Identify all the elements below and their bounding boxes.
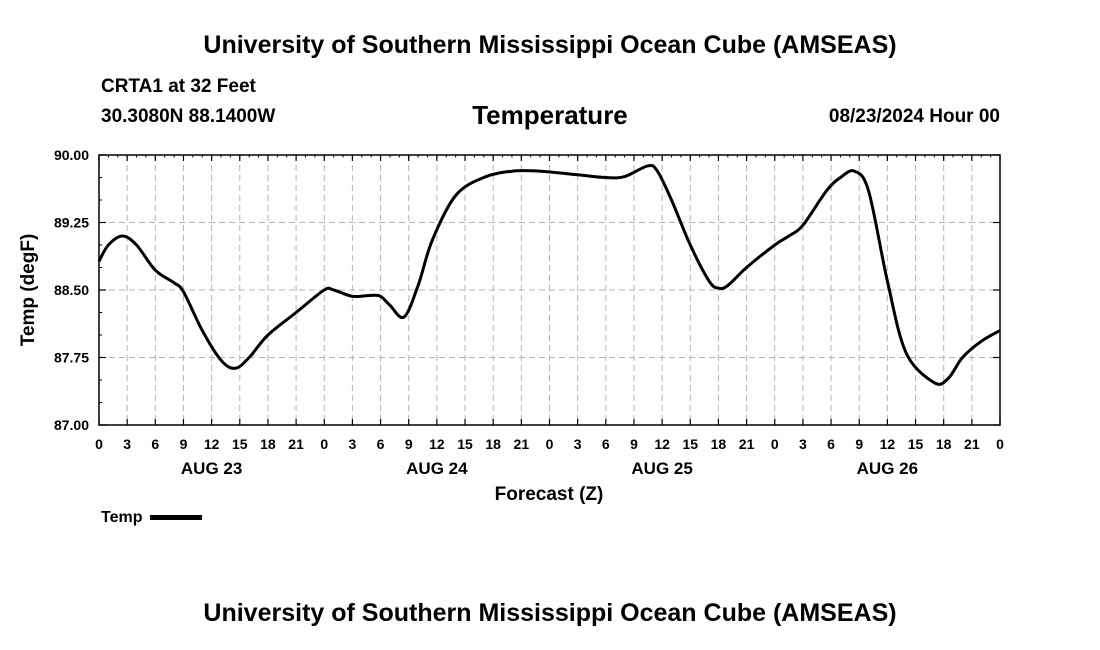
x-tick-label: 9: [630, 436, 638, 452]
x-tick-label: 18: [936, 436, 952, 452]
day-label: AUG 24: [406, 459, 468, 478]
x-tick-label: 9: [405, 436, 413, 452]
variable-title: Temperature: [472, 100, 628, 130]
day-label: AUG 25: [631, 459, 692, 478]
x-tick-label: 12: [654, 436, 670, 452]
x-tick-label: 3: [123, 436, 131, 452]
x-tick-label: 6: [602, 436, 610, 452]
day-label: AUG 26: [857, 459, 918, 478]
x-tick-label: 21: [288, 436, 304, 452]
x-tick-label: 3: [349, 436, 357, 452]
y-tick-label: 87.75: [54, 350, 89, 366]
x-axis-title: Forecast (Z): [495, 484, 604, 505]
x-tick-label: 0: [95, 436, 103, 452]
x-tick-label: 18: [260, 436, 276, 452]
x-tick-label: 15: [908, 436, 924, 452]
x-tick-label: 9: [180, 436, 188, 452]
y-tick-label: 88.50: [54, 282, 89, 298]
x-tick-label: 18: [711, 436, 727, 452]
x-tick-label: 6: [827, 436, 835, 452]
legend: Temp: [101, 509, 203, 527]
x-tick-label: 0: [546, 436, 554, 452]
x-tick-label: 6: [377, 436, 385, 452]
forecast-datetime: 08/23/2024 Hour 00: [828, 106, 1000, 127]
series-line-temp: [97, 163, 1001, 386]
x-tick-label: 21: [964, 436, 980, 452]
x-tick-label: 12: [204, 436, 220, 452]
y-axis-labels: 87.00 87.75 88.50 89.25 90.00: [54, 147, 89, 433]
x-tick-label: 18: [485, 436, 501, 452]
y-axis-title: Temp (degF): [18, 234, 39, 347]
x-tick-label: 0: [996, 436, 1004, 452]
axis-ticks: [98, 154, 1001, 426]
station-coordinates: 30.3080N 88.1400W: [101, 106, 276, 127]
chart-footer-title: University of Southern Mississippi Ocean…: [203, 599, 897, 627]
x-axis-labels: 0 3 6 9 12 15 18 21 0 3 6 9 12 15 18 21 0 3 6 9 12 15 18 21 0 3 6 9…: [95, 436, 1004, 452]
series-layer: [97, 163, 1001, 386]
x-tick-label: 9: [855, 436, 863, 452]
x-tick-label: 12: [429, 436, 445, 452]
day-labels: AUG 23 AUG 24 AUG 25 AUG 26: [181, 459, 918, 478]
x-tick-label: 12: [880, 436, 896, 452]
y-tick-label: 90.00: [54, 147, 89, 163]
x-tick-label: 21: [514, 436, 530, 452]
station-label: CRTA1 at 32 Feet: [101, 76, 256, 97]
x-tick-label: 0: [771, 436, 779, 452]
legend-label: Temp: [101, 509, 143, 526]
x-tick-label: 3: [799, 436, 807, 452]
legend-line-swatch: [150, 515, 203, 521]
x-tick-label: 0: [320, 436, 328, 452]
x-tick-label: 15: [232, 436, 248, 452]
grid-lines: [99, 155, 1000, 425]
y-tick-label: 87.00: [54, 417, 89, 433]
x-tick-label: 15: [682, 436, 698, 452]
x-tick-label: 21: [739, 436, 755, 452]
x-tick-label: 15: [457, 436, 473, 452]
day-label: AUG 23: [181, 459, 242, 478]
x-tick-label: 6: [151, 436, 159, 452]
x-tick-label: 3: [574, 436, 582, 452]
y-tick-label: 89.25: [54, 215, 89, 231]
chart-header-title: University of Southern Mississippi Ocean…: [203, 31, 897, 59]
